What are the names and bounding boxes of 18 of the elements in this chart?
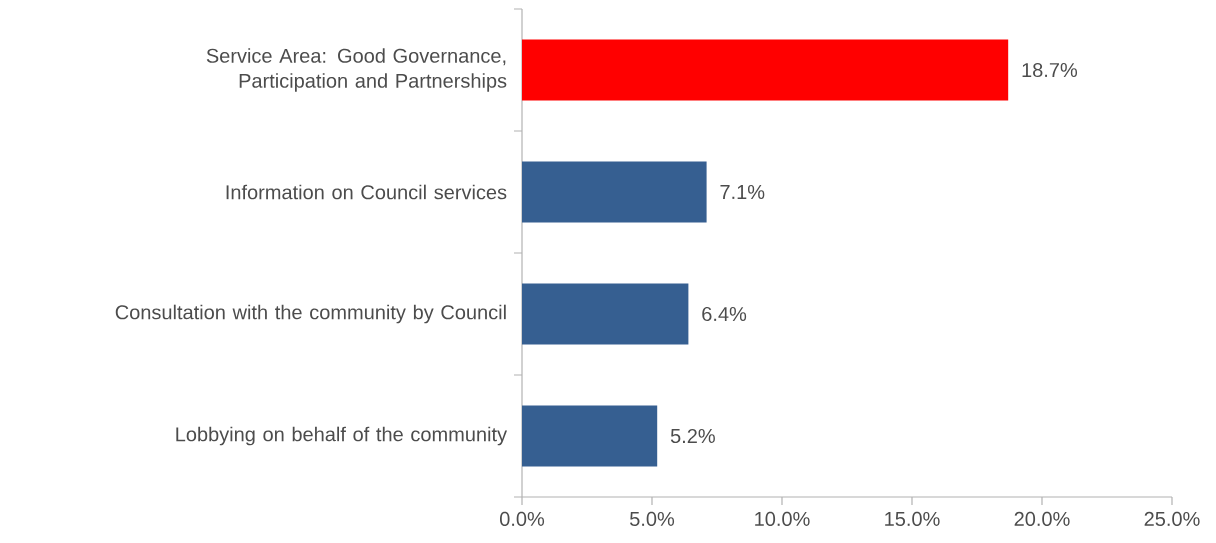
bar xyxy=(522,39,1009,101)
data-label: 6.4% xyxy=(702,306,747,322)
x-tick-label: 5.0% xyxy=(630,511,675,527)
x-tick-label: 10.0% xyxy=(755,511,810,527)
x-tick-label: 15.0% xyxy=(885,511,940,527)
x-tick-label: 20.0% xyxy=(1014,511,1070,527)
bar xyxy=(522,283,689,345)
data-label: 7.1% xyxy=(720,185,765,199)
x-tick-label: 25.0% xyxy=(1144,511,1200,527)
data-label: 18.7% xyxy=(1022,62,1078,78)
y-tick-label: Lobbying on behalf of the community xyxy=(176,426,508,446)
bar xyxy=(522,161,707,223)
y-tick-label: Information on Council services xyxy=(226,184,507,200)
y-tick-label: Consultation with the community by Council xyxy=(115,304,506,324)
bar xyxy=(522,405,658,467)
y-tick-label: Service Area: Good Governance, Participation and Partnerships xyxy=(206,48,507,92)
x-tick-label: 0.0% xyxy=(499,511,545,527)
data-label: 5.2% xyxy=(670,428,715,444)
